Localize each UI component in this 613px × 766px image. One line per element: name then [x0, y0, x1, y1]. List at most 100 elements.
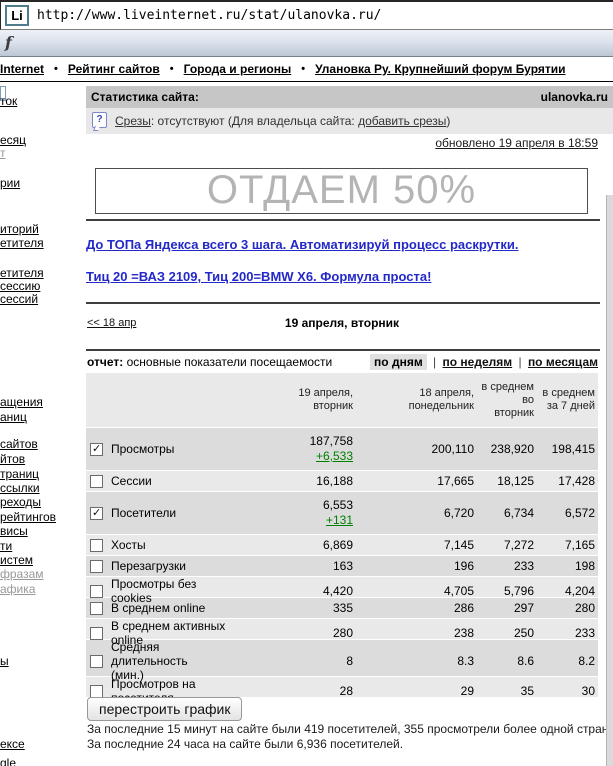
sidebar-link-fragment-2[interactable]: т: [0, 146, 6, 160]
current-date-label: 19 апреля, вторник: [284, 316, 400, 330]
sidebar-link-fragment-24[interactable]: gle: [0, 756, 17, 766]
value-today-number: 6,553: [322, 498, 353, 512]
flash-plugin-icon[interactable]: f: [5, 33, 12, 52]
row-label: В среднем активных online: [111, 619, 226, 647]
row-checkbox[interactable]: [90, 626, 103, 640]
sidebar-link-fragment-20[interactable]: фразам: [0, 567, 44, 581]
row-label: Сессии: [111, 474, 152, 488]
value-delta-link[interactable]: +131: [325, 513, 353, 527]
sidebar-link-fragment-12[interactable]: йтов: [0, 452, 26, 466]
sidebar-link-fragment-21[interactable]: афика: [0, 582, 36, 596]
row-checkbox[interactable]: [90, 684, 103, 698]
value-today: 187,758 +6,533: [236, 434, 353, 464]
row-checkbox[interactable]: [90, 442, 103, 456]
value-avg-7days: 6,572: [564, 506, 595, 520]
srez-link[interactable]: Срезы: [115, 114, 151, 128]
sidebar-link-fragment-7[interactable]: сессию: [0, 279, 41, 293]
value-avg-weekday: 250: [513, 626, 534, 640]
row-label-cell: Хосты: [86, 538, 236, 552]
nav-link-0[interactable]: Internet: [0, 62, 45, 76]
value-avg-7days: 198: [574, 559, 595, 573]
add-srez-link[interactable]: добавить срезы: [358, 114, 447, 128]
sidebar-link-fragment-5[interactable]: етителя: [0, 236, 44, 250]
sidebar-link-fragment-6[interactable]: етителя: [0, 266, 44, 280]
sidebar-link-fragment-13[interactable]: траниц: [0, 467, 40, 481]
rebuild-chart-button[interactable]: перестроить график: [87, 697, 243, 721]
sidebar-input-fragment[interactable]: [0, 86, 6, 101]
divider: [86, 219, 600, 221]
value-yesterday: 238: [453, 626, 474, 640]
row-checkbox[interactable]: [90, 559, 103, 573]
value-today-number: 16,188: [316, 473, 353, 488]
value-today-number: 4,420: [322, 583, 353, 598]
sidebar-link-fragment-18[interactable]: ти: [0, 539, 13, 553]
value-avg-weekday: 6,734: [503, 506, 534, 520]
sidebar-link-fragment-1[interactable]: есяц: [0, 133, 27, 147]
report-tab-2[interactable]: по месяцам: [527, 355, 598, 369]
row-label-cell: Перезагрузки: [86, 559, 236, 573]
sidebar-link-fragment-3[interactable]: рии: [0, 176, 21, 190]
sidebar-link-fragment-8[interactable]: сессий: [0, 292, 39, 306]
value-avg-7days: 280: [574, 601, 595, 615]
stats-table: 19 апреля, вторник 18 апреля, понедельни…: [86, 373, 598, 705]
row-label: Хосты: [111, 538, 146, 552]
value-today-number: 163: [332, 558, 353, 573]
value-avg-7days: 4,204: [564, 584, 595, 598]
report-tab-1[interactable]: по неделям: [442, 355, 513, 369]
row-checkbox[interactable]: [90, 584, 103, 598]
promo-link-top[interactable]: До ТОПа Яндекса всего 3 шага. Автоматизи…: [86, 237, 519, 252]
row-checkbox[interactable]: [90, 474, 103, 488]
row-checkbox[interactable]: [90, 601, 103, 615]
value-yesterday: 7,145: [443, 538, 474, 552]
updated-link[interactable]: обновлено 19 апреля в 18:59: [435, 136, 598, 150]
scrollbar[interactable]: [606, 195, 613, 766]
value-delta-link[interactable]: +6,533: [315, 449, 353, 463]
value-avg-weekday: 238,920: [490, 442, 534, 456]
value-avg-weekday: 5,796: [503, 584, 534, 598]
value-today: 335: [236, 601, 353, 616]
nav-divider: [0, 81, 613, 82]
sidebar-link-fragment-10[interactable]: аниц: [0, 410, 27, 424]
value-avg-7days: 17,428: [558, 474, 595, 488]
row-checkbox[interactable]: [90, 654, 103, 668]
url-input[interactable]: http://www.liveinternet.ru/stat/ulanovka…: [37, 8, 382, 23]
value-today: 163: [236, 559, 353, 574]
value-avg-7days: 7,165: [564, 538, 595, 552]
sidebar-link-fragment-14[interactable]: ссылки: [0, 481, 40, 495]
row-checkbox[interactable]: [90, 506, 103, 520]
sidebar-link-fragment-9[interactable]: ащения: [0, 395, 43, 409]
value-avg-7days: 30: [581, 684, 595, 698]
value-today: 28: [236, 684, 353, 699]
sidebar-link-fragment-15[interactable]: реходы: [0, 495, 41, 509]
report-tab-0[interactable]: по дням: [370, 354, 427, 370]
value-yesterday: 29: [460, 684, 474, 698]
nav-link-1[interactable]: Рейтинг сайтов: [67, 62, 160, 76]
value-avg-weekday: 8.6: [517, 654, 534, 668]
promo-link-tic[interactable]: Тиц 20 =ВАЗ 2109, Тиц 200=BMW X6. Формул…: [86, 269, 432, 284]
srez-text: Срезы: отсутствуют (Для владельца сайта:…: [115, 114, 450, 128]
value-avg-7days: 198,415: [551, 442, 595, 456]
sidebar-link-fragment-22[interactable]: ы: [0, 654, 9, 668]
table-row: Просмотры без cookies 4,420 4,705 5,796 4,20…: [86, 577, 598, 605]
sidebar-link-fragment-17[interactable]: висы: [0, 524, 28, 538]
table-row: Просмотров на посетителя28293530: [86, 677, 598, 705]
col-header-today: 19 апреля, вторник: [298, 387, 353, 412]
sidebar-link-fragment-23[interactable]: ексе: [0, 737, 25, 751]
sidebar-link-fragment-19[interactable]: истем: [0, 553, 33, 567]
row-checkbox[interactable]: [90, 538, 103, 552]
divider: [86, 302, 600, 304]
nav-link-2[interactable]: Города и регионы: [183, 62, 292, 76]
prev-day-link[interactable]: << 18 апр: [87, 317, 137, 329]
value-yesterday: 8.3: [457, 654, 474, 668]
nav-link-3[interactable]: Улановка Ру. Крупнейший форум Бурятии: [315, 62, 566, 76]
help-question-icon[interactable]: ?: [92, 112, 107, 128]
ad-banner[interactable]: ОТДАЕМ 50%: [95, 168, 588, 214]
sidebar-link-fragment-4[interactable]: иторий: [0, 222, 39, 236]
sidebar-link-fragment-11[interactable]: сайтов: [0, 437, 38, 451]
value-avg-7days: 233: [574, 626, 595, 640]
row-label: Посетители: [111, 506, 177, 520]
sidebar-link-fragment-16[interactable]: рейтингов: [0, 510, 57, 524]
srez-row: ? Срезы: отсутствуют (Для владельца сайт…: [86, 108, 613, 134]
sidebar-link-fragment-0[interactable]: ток: [0, 94, 18, 108]
row-label: Просмотры без cookies: [111, 577, 197, 605]
